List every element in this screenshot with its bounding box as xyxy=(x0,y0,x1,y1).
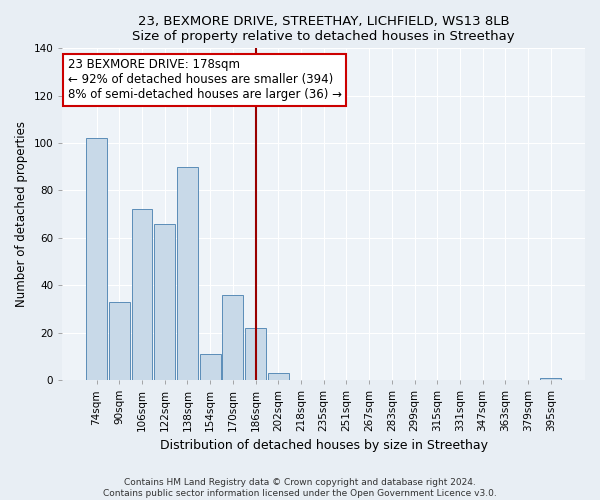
Bar xyxy=(245,328,266,380)
Text: Contains HM Land Registry data © Crown copyright and database right 2024.
Contai: Contains HM Land Registry data © Crown c… xyxy=(103,478,497,498)
Bar xyxy=(223,294,243,380)
Bar xyxy=(86,138,107,380)
Bar xyxy=(154,224,175,380)
Y-axis label: Number of detached properties: Number of detached properties xyxy=(15,121,28,307)
Bar xyxy=(541,378,561,380)
X-axis label: Distribution of detached houses by size in Streethay: Distribution of detached houses by size … xyxy=(160,440,488,452)
Bar xyxy=(200,354,221,380)
Title: 23, BEXMORE DRIVE, STREETHAY, LICHFIELD, WS13 8LB
Size of property relative to d: 23, BEXMORE DRIVE, STREETHAY, LICHFIELD,… xyxy=(133,15,515,43)
Bar xyxy=(131,210,152,380)
Text: 23 BEXMORE DRIVE: 178sqm
← 92% of detached houses are smaller (394)
8% of semi-d: 23 BEXMORE DRIVE: 178sqm ← 92% of detach… xyxy=(68,58,341,102)
Bar xyxy=(109,302,130,380)
Bar xyxy=(268,373,289,380)
Bar xyxy=(177,167,198,380)
